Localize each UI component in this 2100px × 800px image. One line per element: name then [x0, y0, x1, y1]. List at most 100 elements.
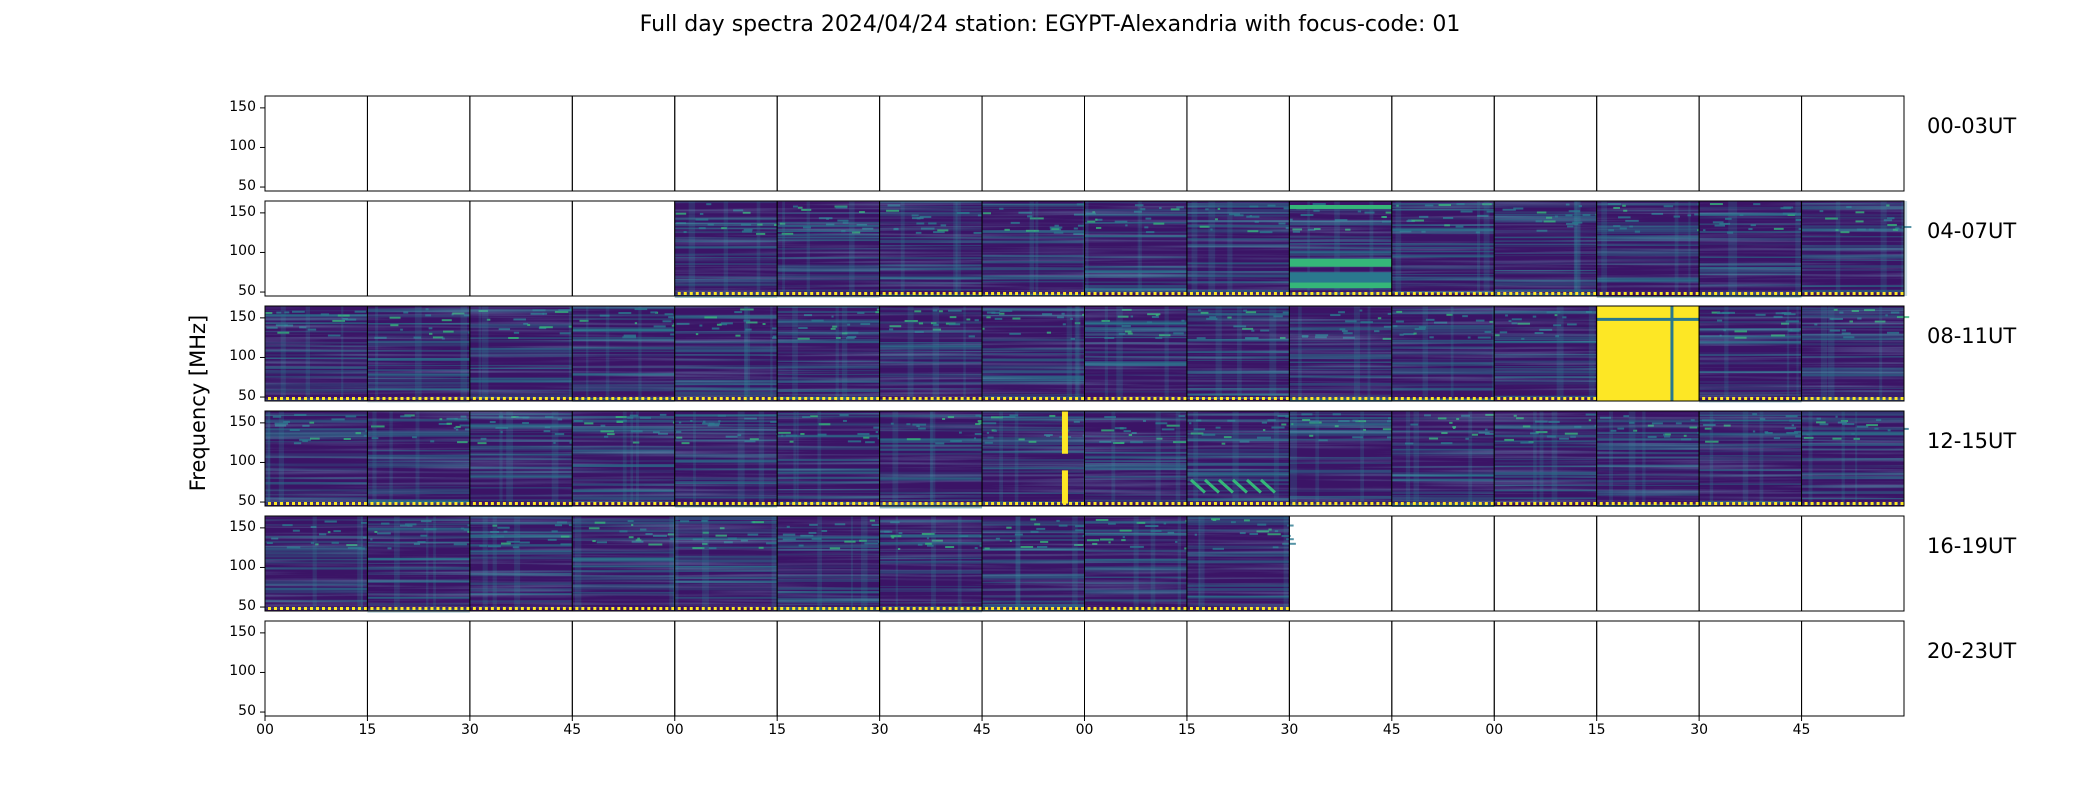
baseline-dot: [502, 502, 506, 505]
baseline-dot: [1183, 397, 1187, 400]
baseline-dot: [358, 502, 361, 505]
baseline-dot: [786, 397, 790, 400]
baseline-dot: [1201, 607, 1205, 610]
baseline-dot: [328, 397, 331, 400]
baseline-dot: [508, 502, 512, 505]
baseline-dot: [985, 607, 989, 610]
baseline-dot: [870, 397, 874, 400]
baseline-dot: [1370, 397, 1374, 400]
baseline-dot: [846, 292, 850, 295]
spectrogram-texture: [674, 201, 778, 296]
baseline-dot: [316, 607, 319, 610]
baseline-dot: [1846, 292, 1850, 295]
baseline-dot: [840, 502, 844, 505]
baseline-dot: [334, 502, 337, 505]
baseline-dot: [707, 607, 711, 610]
spectrogram-texture: [1494, 306, 1597, 401]
baseline-dot: [400, 502, 404, 505]
baseline-dot: [1484, 397, 1488, 400]
spectrogram-texture: [674, 516, 778, 611]
baseline-dot: [1786, 397, 1790, 400]
baseline-dot: [406, 397, 410, 400]
baseline-dot: [858, 292, 862, 295]
baseline-dot: [828, 502, 832, 505]
spectrogram-texture: [1699, 306, 1802, 401]
baseline-dot: [792, 502, 796, 505]
baseline-dot: [804, 292, 808, 295]
baseline-dot: [406, 502, 410, 505]
baseline-dot: [1720, 502, 1724, 505]
baseline-dot: [1075, 397, 1079, 400]
baseline-dot: [1177, 292, 1181, 295]
baseline-dot: [683, 607, 687, 610]
baseline-dot: [948, 397, 952, 400]
baseline-dot: [1057, 502, 1061, 505]
baseline-dot: [1051, 607, 1055, 610]
baseline-dot: [960, 502, 964, 505]
baseline-dot: [556, 397, 560, 400]
baseline-dot: [1117, 292, 1121, 295]
spectrogram-texture: [879, 411, 983, 506]
baseline-dot: [1105, 502, 1109, 505]
baseline-dot: [761, 292, 765, 295]
spectrogram-texture: [777, 516, 880, 611]
baseline-dot: [1093, 607, 1097, 610]
baseline-dot: [1189, 502, 1193, 505]
baseline-dot: [1864, 397, 1868, 400]
baseline-dot: [1683, 502, 1687, 505]
baseline-dot: [562, 502, 566, 505]
baseline-dot: [304, 502, 307, 505]
baseline-dot: [822, 397, 826, 400]
baseline-dot: [508, 607, 512, 610]
baseline-dot: [900, 502, 904, 505]
baseline-dot: [1261, 292, 1265, 295]
baseline-dot: [900, 397, 904, 400]
baseline-dot: [1478, 292, 1482, 295]
baseline-dot: [1087, 607, 1091, 610]
baseline-dot: [454, 397, 458, 400]
drift-burst: [1217, 478, 1234, 494]
baseline-dot: [1545, 502, 1549, 505]
baseline-dot: [436, 397, 440, 400]
y-tick-label: 150: [229, 98, 256, 115]
baseline-dot: [1852, 397, 1856, 400]
baseline-dot: [448, 502, 452, 505]
baseline-dot: [1738, 292, 1742, 295]
baseline-dot: [991, 502, 995, 505]
baseline-dot: [1750, 292, 1754, 295]
spectrogram-texture: [1391, 411, 1495, 506]
baseline-dot: [1677, 502, 1681, 505]
baseline-dot: [1472, 397, 1476, 400]
baseline-dot: [1346, 397, 1350, 400]
baseline-dot: [924, 292, 928, 295]
y-tick-label: 100: [229, 138, 256, 155]
panel-frame: [1801, 305, 1905, 402]
baseline-dot: [1310, 397, 1314, 400]
baseline-dot: [575, 502, 579, 505]
baseline-dot: [906, 502, 910, 505]
baseline-dot: [749, 502, 753, 505]
baseline-dot: [1900, 502, 1904, 505]
baseline-dot: [556, 607, 560, 610]
baseline-dot: [1858, 397, 1862, 400]
baseline-dot: [1774, 292, 1778, 295]
baseline-dot: [1786, 502, 1790, 505]
baseline-dot: [876, 502, 880, 505]
baseline-dot: [1804, 502, 1808, 505]
baseline-dot: [1750, 502, 1754, 505]
baseline-dot: [985, 502, 989, 505]
baseline-dot: [340, 607, 343, 610]
baseline-dot: [1021, 607, 1025, 610]
baseline-dot: [1503, 292, 1507, 295]
baseline-dot: [1171, 502, 1175, 505]
baseline-dot: [346, 607, 349, 610]
baseline-dot: [948, 607, 952, 610]
baseline-dot: [894, 607, 898, 610]
rfi-speck: [1901, 226, 1912, 229]
baseline-dot: [689, 607, 693, 610]
baseline-dot: [834, 292, 838, 295]
baseline-dot: [623, 502, 627, 505]
baseline-dot: [484, 502, 488, 505]
baseline-dot: [1720, 292, 1724, 295]
baseline-dot: [695, 292, 699, 295]
